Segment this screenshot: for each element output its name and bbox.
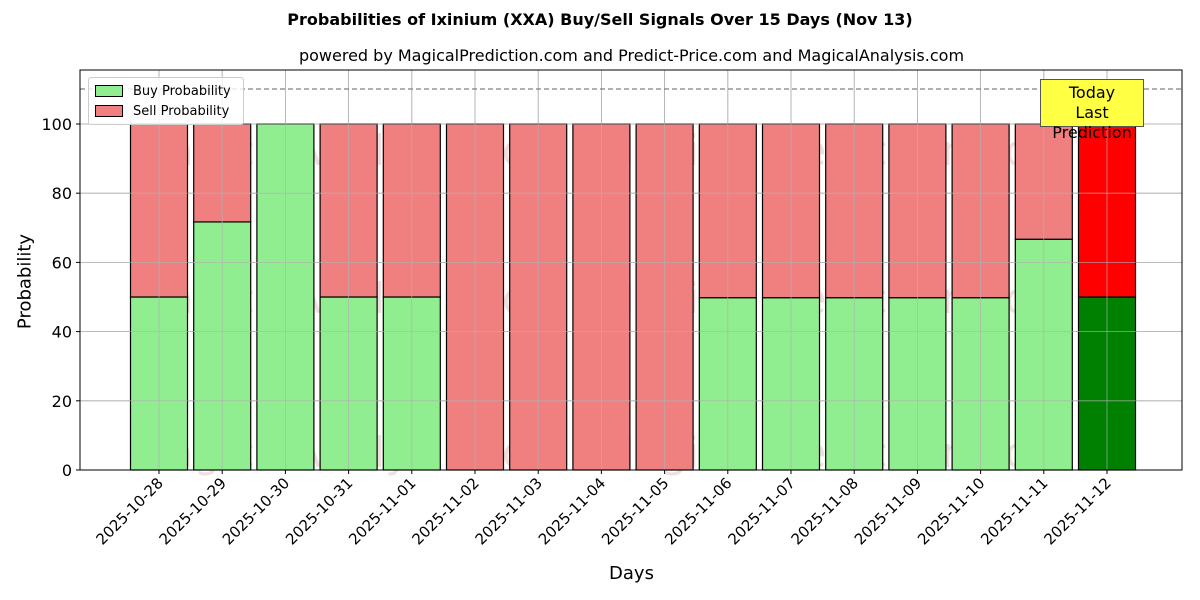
x-axis-label: Days [609, 563, 654, 584]
chart-title: Probabilities of Ixinium (XXA) Buy/Sell … [287, 10, 913, 29]
y-tick-label: 80 [52, 184, 72, 203]
buy-swatch [95, 85, 123, 97]
legend-sell-label: Sell Probability [133, 103, 230, 119]
y-tick-label: 100 [41, 115, 72, 134]
annotation-line1: Today [1068, 83, 1116, 102]
chart-subtitle: powered by MagicalPrediction.com and Pre… [298, 46, 965, 65]
x-tick-label: 2025-11-01 [345, 474, 419, 548]
x-tick-label: 2025-10-29 [156, 474, 230, 548]
x-tick-label: 2025-10-30 [219, 474, 293, 548]
x-tick-label: 2025-11-02 [408, 474, 482, 548]
x-tick-label: 2025-11-04 [535, 474, 609, 548]
sell-swatch [95, 105, 123, 117]
y-tick-label: 20 [52, 392, 72, 411]
x-tick-label: 2025-11-05 [598, 474, 672, 548]
today-annotation: Today Last Prediction [1040, 79, 1144, 142]
x-tick-label: 2025-11-11 [977, 474, 1051, 548]
x-tick-label: 2025-11-08 [788, 474, 862, 548]
plot-frame [79, 69, 1183, 471]
legend-item-buy: Buy Probability [95, 83, 231, 99]
axes [79, 69, 1183, 471]
y-tick-label: 60 [52, 253, 72, 272]
y-axis-label: Probability [14, 233, 36, 330]
y-ticks: 0 20 40 60 80 100 [41, 115, 80, 480]
legend-buy-label: Buy Probability [133, 83, 231, 99]
y-tick-label: 40 [52, 323, 72, 342]
legend-item-sell: Sell Probability [95, 103, 229, 119]
x-tick-label: 2025-11-07 [724, 474, 798, 548]
x-tick-label: 2025-11-12 [1040, 474, 1114, 548]
x-tick-label: 2025-10-31 [282, 474, 356, 548]
x-tick-label: 2025-11-10 [914, 474, 988, 548]
legend: Buy Probability Sell Probability [88, 77, 244, 125]
y-tick-label: 0 [62, 461, 72, 480]
x-tick-label: 2025-11-09 [851, 474, 925, 548]
x-tick-label: 2025-11-03 [472, 474, 546, 548]
x-tick-label: 2025-11-06 [661, 474, 735, 548]
x-ticks: 2025-10-282025-10-292025-10-302025-10-31… [92, 470, 1115, 548]
x-tick-label: 2025-10-28 [92, 474, 166, 548]
bars [80, 70, 1182, 471]
annotation-line2: Last Prediction [1052, 103, 1132, 142]
